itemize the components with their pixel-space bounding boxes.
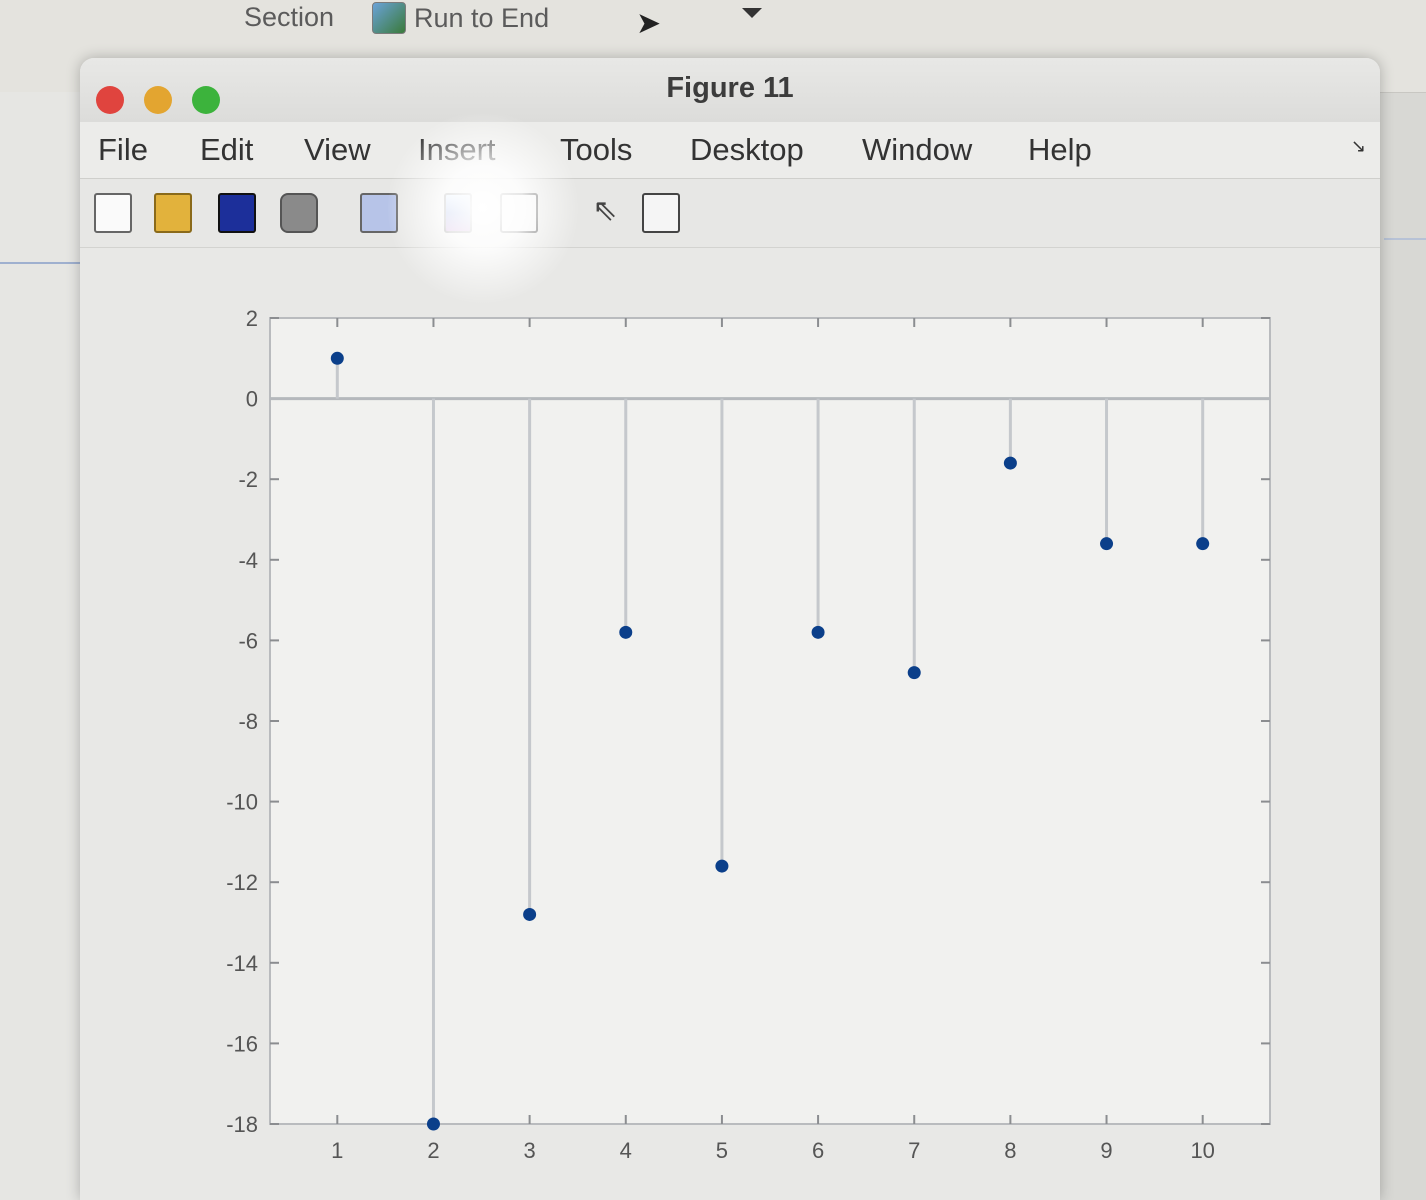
- stem-marker: [619, 625, 633, 639]
- close-window-button[interactable]: [96, 86, 124, 114]
- figure-toolbar: ⇖: [80, 179, 1380, 248]
- stem-marker: [811, 625, 825, 639]
- legend-icon[interactable]: [500, 193, 538, 233]
- x-tick-label: 4: [620, 1138, 632, 1163]
- stem-marker: [330, 351, 344, 365]
- y-tick-label: -16: [226, 1031, 258, 1056]
- stem-marker: [1196, 537, 1210, 551]
- menu-help[interactable]: Help: [1028, 132, 1092, 167]
- colorbar-icon[interactable]: [444, 193, 472, 233]
- x-tick-label: 6: [812, 1138, 824, 1163]
- desktop-left-panel: [0, 92, 80, 1200]
- open-folder-icon[interactable]: [154, 193, 192, 233]
- stem-marker: [523, 907, 537, 921]
- y-tick-label: 0: [246, 387, 258, 412]
- run-to-end-icon: [372, 2, 406, 34]
- stem-marker: [1100, 537, 1114, 551]
- maximize-window-button[interactable]: [192, 86, 220, 114]
- menu-bar: File Edit View Insert Tools Desktop Wind…: [80, 122, 1380, 179]
- x-tick-label: 9: [1100, 1138, 1112, 1163]
- menu-desktop[interactable]: Desktop: [690, 132, 804, 167]
- save-icon[interactable]: [218, 193, 256, 233]
- y-tick-label: -2: [238, 467, 258, 492]
- link-plot-icon[interactable]: [360, 193, 398, 233]
- x-tick-label: 5: [716, 1138, 728, 1163]
- x-tick-label: 8: [1004, 1138, 1016, 1163]
- axes-box: [269, 317, 1271, 1125]
- stem-marker: [907, 666, 921, 680]
- y-tick-label: -12: [226, 870, 258, 895]
- stem-chart[interactable]: 2 0 -2 -4 -6 -8 -10 -12 -14 -16 -18 1 2 3 4 5 6 7 8 9 10: [80, 248, 1380, 1200]
- menu-edit[interactable]: Edit: [200, 132, 254, 167]
- dock-arrow-icon[interactable]: ↘: [1350, 136, 1366, 156]
- desktop-divider: [0, 262, 80, 264]
- print-icon[interactable]: [280, 193, 318, 233]
- y-tick-label: -18: [226, 1112, 258, 1137]
- x-tick-label: 10: [1190, 1138, 1214, 1163]
- menu-window[interactable]: Window: [862, 132, 973, 167]
- minimize-window-button[interactable]: [144, 86, 172, 114]
- section-label: Section: [244, 2, 335, 32]
- y-tick-label: -4: [238, 548, 258, 573]
- stem-marker: [715, 859, 729, 873]
- stem-marker: [426, 1117, 440, 1131]
- section-button[interactable]: Section: [244, 2, 334, 33]
- dropdown-arrow-icon[interactable]: [742, 8, 762, 18]
- figure-window: Figure 11 File Edit View Insert Tools De…: [80, 58, 1380, 1200]
- menu-view[interactable]: View: [304, 132, 371, 167]
- plot-area: 2 0 -2 -4 -6 -8 -10 -12 -14 -16 -18 1 2 3 4 5 6 7 8 9 10: [80, 248, 1380, 1200]
- y-tick-label: -10: [226, 790, 258, 815]
- window-title: Figure 11: [666, 72, 794, 104]
- y-tick-label: 2: [246, 306, 258, 331]
- desktop-divider-right: [1384, 238, 1426, 240]
- y-tick-label: -14: [226, 951, 258, 976]
- y-tick-label: -8: [238, 709, 258, 734]
- mouse-cursor-icon: ➤: [636, 7, 662, 40]
- pointer-icon[interactable]: ⇖: [592, 194, 618, 227]
- x-tick-label: 3: [523, 1138, 535, 1163]
- y-tick-label: -6: [238, 628, 258, 653]
- new-file-icon[interactable]: [94, 193, 132, 233]
- stem-marker: [1003, 456, 1017, 470]
- property-inspector-icon[interactable]: [642, 193, 680, 233]
- x-tick-label: 1: [331, 1138, 343, 1163]
- title-bar: Figure 11: [80, 58, 1380, 123]
- run-to-end-button[interactable]: Run to End: [372, 2, 549, 34]
- menu-tools[interactable]: Tools: [560, 132, 633, 167]
- x-tick-label: 7: [908, 1138, 920, 1163]
- menu-file[interactable]: File: [98, 132, 148, 167]
- run-to-end-label: Run to End: [414, 2, 550, 33]
- x-tick-label: 2: [427, 1138, 439, 1163]
- menu-insert[interactable]: Insert: [418, 132, 496, 167]
